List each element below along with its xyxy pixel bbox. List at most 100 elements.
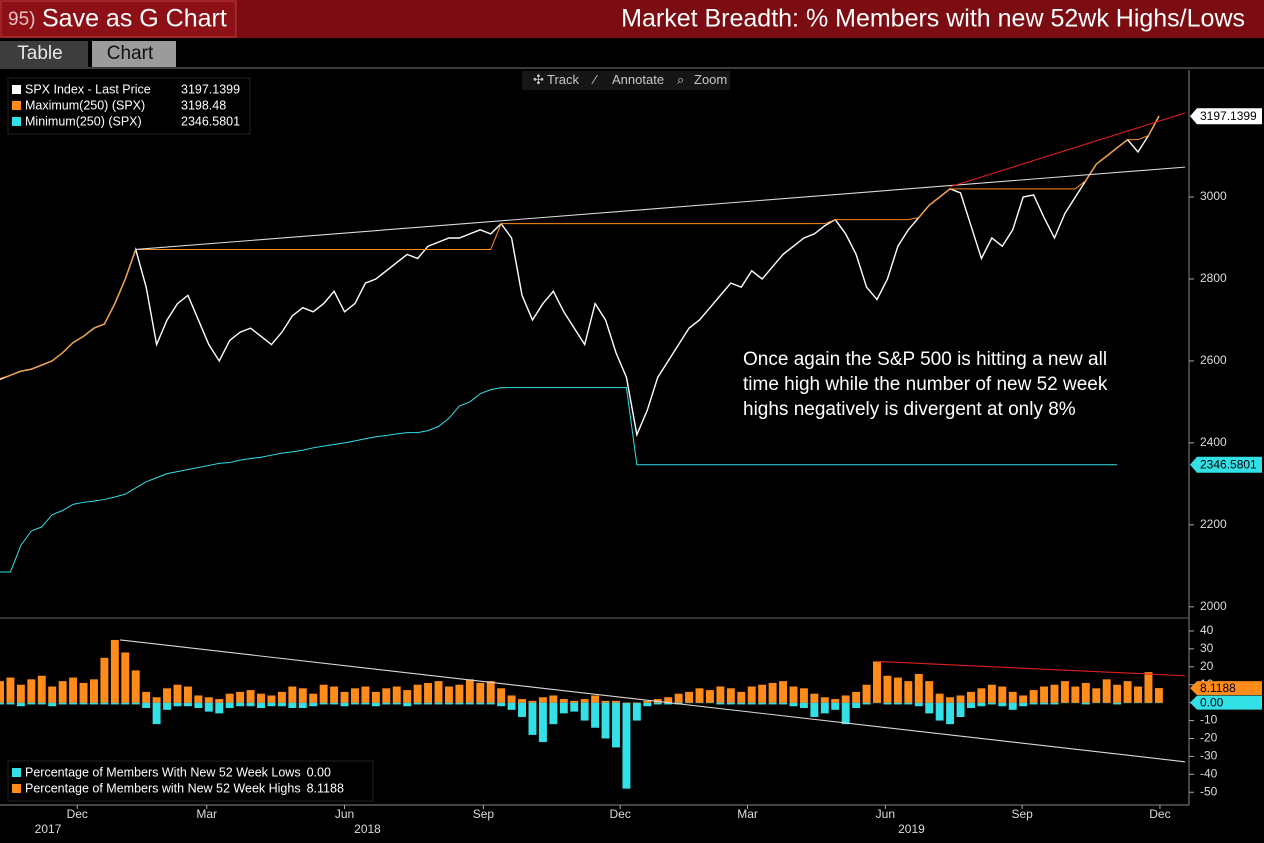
x-tick-label: Sep	[1011, 807, 1033, 821]
bar	[977, 688, 986, 703]
bar	[486, 681, 495, 703]
bar	[152, 702, 161, 725]
legend-label: Percentage of Members with New 52 Week H…	[25, 781, 301, 795]
bar	[465, 679, 474, 703]
tab-label[interactable]: Chart	[107, 43, 154, 64]
bar	[591, 702, 600, 728]
toolbar-button[interactable]: Track	[547, 72, 580, 87]
bar	[79, 702, 88, 705]
bar	[737, 702, 746, 705]
toolbar	[522, 71, 730, 90]
bar	[204, 702, 213, 712]
bar	[685, 702, 694, 704]
bar	[1123, 702, 1132, 704]
bar	[298, 702, 307, 709]
tab-table[interactable]	[0, 41, 88, 67]
bar	[601, 702, 610, 739]
bar	[904, 681, 913, 703]
bar	[591, 695, 600, 703]
x-year-label: 2017	[35, 822, 62, 836]
bar	[204, 697, 213, 703]
y-tick-label: 2600	[1200, 353, 1227, 367]
trendline	[949, 112, 1186, 188]
bar	[69, 677, 78, 703]
bar	[747, 702, 756, 705]
legend-swatch	[12, 85, 21, 94]
bar	[351, 688, 359, 703]
bar	[1008, 702, 1017, 710]
y-tick-label: 2400	[1200, 435, 1227, 449]
bar	[653, 702, 662, 705]
bar	[163, 702, 172, 710]
bar	[643, 702, 652, 707]
bar	[267, 702, 276, 707]
bar	[925, 702, 934, 714]
bar	[779, 702, 788, 705]
bar	[403, 702, 412, 707]
bar	[695, 688, 704, 703]
y-tick-label: 2800	[1200, 271, 1227, 285]
y-tick-label: 2200	[1200, 517, 1227, 531]
bar	[413, 684, 422, 703]
bar	[131, 670, 140, 703]
bar	[37, 702, 46, 705]
bar	[789, 686, 798, 703]
bar	[664, 702, 673, 705]
header-title: Market Breadth: % Members with new 52wk …	[621, 5, 1245, 33]
bar	[935, 702, 944, 721]
bar	[716, 686, 725, 703]
bar	[48, 702, 57, 707]
bar	[89, 702, 98, 705]
bar	[48, 686, 57, 703]
bar	[967, 691, 975, 703]
legend-box	[7, 77, 251, 135]
legend-swatch	[12, 117, 21, 126]
bar	[862, 684, 871, 703]
bar	[852, 702, 861, 709]
bar	[946, 702, 955, 725]
bar	[110, 702, 119, 705]
plot-area	[0, 112, 1186, 573]
bar	[110, 639, 119, 703]
header-code: 95)	[8, 9, 35, 30]
bar	[403, 690, 412, 703]
toolbar-button[interactable]: Annotate	[612, 72, 664, 87]
bar	[371, 702, 380, 707]
bar	[236, 702, 245, 707]
bar	[309, 702, 318, 707]
y-tick-label: 3000	[1200, 189, 1227, 203]
bar	[1050, 702, 1059, 705]
x-tick-label: Jun	[335, 807, 354, 821]
bar	[69, 702, 78, 705]
bar	[935, 693, 944, 703]
bar	[27, 679, 36, 703]
bar	[789, 702, 798, 707]
header-action-box[interactable]	[0, 0, 237, 38]
bar	[632, 702, 641, 704]
bar	[1040, 702, 1049, 705]
bar	[382, 702, 391, 705]
y-tick-label: -50	[1200, 784, 1218, 798]
bar	[1154, 702, 1163, 704]
x-year-label: 2018	[354, 822, 381, 836]
bar	[549, 695, 558, 703]
bar	[476, 682, 485, 703]
bar	[330, 702, 339, 705]
bar	[152, 697, 161, 703]
bar	[570, 702, 579, 712]
bar	[820, 697, 829, 703]
bar	[277, 691, 286, 703]
bar	[1008, 691, 1017, 703]
header-action[interactable]: Save as G Chart	[42, 5, 227, 33]
toolbar-button[interactable]: Zoom	[694, 72, 727, 87]
bar	[1113, 702, 1122, 705]
tab-chart[interactable]	[92, 41, 176, 67]
value-flag	[1190, 681, 1262, 696]
bar	[695, 702, 704, 704]
legend-swatch	[12, 101, 21, 110]
bar	[518, 702, 526, 717]
bar	[413, 702, 422, 705]
tab-label[interactable]: Table	[17, 43, 62, 64]
